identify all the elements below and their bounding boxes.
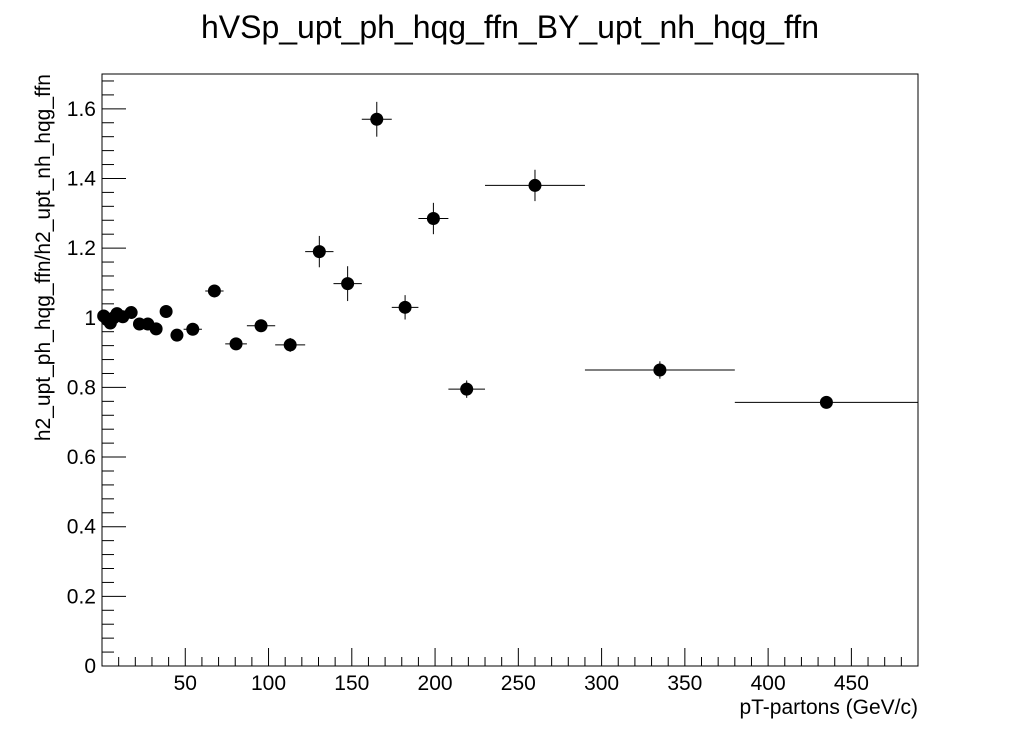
y-tick-label: 0.4	[67, 516, 97, 539]
data-marker	[528, 178, 542, 192]
data-marker	[207, 284, 221, 298]
data-points	[97, 101, 918, 409]
data-point	[305, 235, 334, 268]
data-point	[418, 202, 449, 235]
data-marker	[124, 306, 138, 320]
chart-title: hVSp_upt_ph_hqg_ffn_BY_upt_nh_hqg_ffn	[201, 9, 819, 45]
y-axis-label: h2_upt_ph_hqg_ffn/h2_upt_nh_hqg_ffn	[32, 74, 55, 441]
data-point	[246, 319, 276, 333]
x-tick-label: 50	[174, 672, 197, 695]
data-marker	[426, 212, 440, 226]
x-tick-label: 400	[751, 672, 786, 695]
data-marker	[341, 277, 355, 291]
data-point	[183, 322, 202, 336]
y-tick-label: 1	[84, 307, 96, 330]
data-point	[734, 395, 918, 409]
data-marker	[229, 337, 243, 351]
data-marker	[254, 319, 268, 333]
data-point	[361, 101, 392, 137]
data-marker	[186, 322, 200, 336]
data-point	[124, 306, 138, 320]
y-tick-label: 1.2	[67, 237, 96, 260]
x-tick-label: 200	[418, 672, 453, 695]
data-point	[485, 169, 585, 202]
x-tick-label: 450	[834, 672, 869, 695]
data-marker	[170, 328, 184, 342]
data-marker	[653, 363, 667, 377]
data-marker	[460, 382, 474, 396]
x-tick-label: 350	[667, 672, 702, 695]
data-point	[170, 328, 184, 342]
data-point	[584, 361, 735, 379]
y-axis: 0 0.2 0.4 0.6 0.8 1 1.2 1.4 1.6	[67, 80, 126, 678]
x-axis-label: pT-partons (GeV/c)	[739, 696, 918, 719]
y-tick-label: 1.6	[67, 98, 96, 121]
data-marker	[398, 300, 412, 314]
plot-frame	[101, 73, 919, 667]
data-marker	[149, 322, 163, 336]
y-tick-label: 0.2	[67, 585, 96, 608]
x-tick-label: 250	[501, 672, 536, 695]
x-tick-label: 300	[584, 672, 619, 695]
x-axis: 50 100 150 200 250 300 350 400 450	[118, 648, 902, 695]
data-point	[333, 266, 362, 302]
x-tick-label: 100	[251, 672, 286, 695]
y-tick-label: 1.4	[67, 167, 97, 190]
data-point	[448, 380, 486, 398]
data-marker	[312, 245, 326, 259]
data-point	[159, 304, 173, 318]
data-marker	[159, 304, 173, 318]
y-tick-label: 0.6	[67, 446, 96, 469]
data-point	[391, 295, 419, 320]
data-marker	[819, 395, 833, 409]
x-tick-label: 150	[334, 672, 369, 695]
data-point	[275, 337, 306, 352]
data-marker	[370, 112, 384, 126]
y-tick-label: 0	[84, 655, 96, 678]
data-marker	[283, 338, 297, 352]
data-point	[225, 337, 247, 351]
data-point	[205, 284, 224, 298]
y-tick-label: 0.8	[67, 376, 96, 399]
data-point	[149, 322, 163, 336]
